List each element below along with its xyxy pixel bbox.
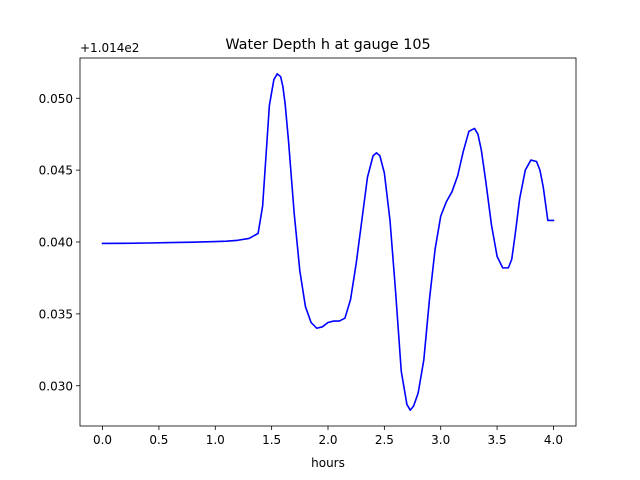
y-tick-label: 0.050 [39, 92, 73, 106]
x-tick-label: 3.5 [488, 433, 507, 447]
plot-area: 0.0 0.5 1.0 1.5 2.0 2.5 3.0 3.5 4.0 0.030 0.035 0.0… [39, 57, 577, 447]
x-tick-label: 4.0 [544, 433, 563, 447]
x-tick-label: 2.0 [318, 433, 337, 447]
x-tick-label: 2.5 [375, 433, 394, 447]
x-axis-label: hours [311, 456, 345, 470]
y-tick-label: 0.030 [39, 379, 73, 393]
chart-title: Water Depth h at gauge 105 [225, 37, 430, 53]
x-tick-label: 0.5 [149, 433, 168, 447]
x-tick-label: 1.0 [206, 433, 225, 447]
x-tick-label: 1.5 [262, 433, 281, 447]
y-tick-label: 0.045 [39, 164, 73, 178]
y-tick-label: 0.035 [39, 307, 73, 321]
series-line-0 [101, 73, 555, 411]
y-offset-label: +1.014e2 [80, 41, 139, 55]
x-tick-label: 0.0 [93, 433, 112, 447]
x-tick-label: 3.0 [431, 433, 450, 447]
y-tick-label: 0.040 [39, 236, 73, 250]
